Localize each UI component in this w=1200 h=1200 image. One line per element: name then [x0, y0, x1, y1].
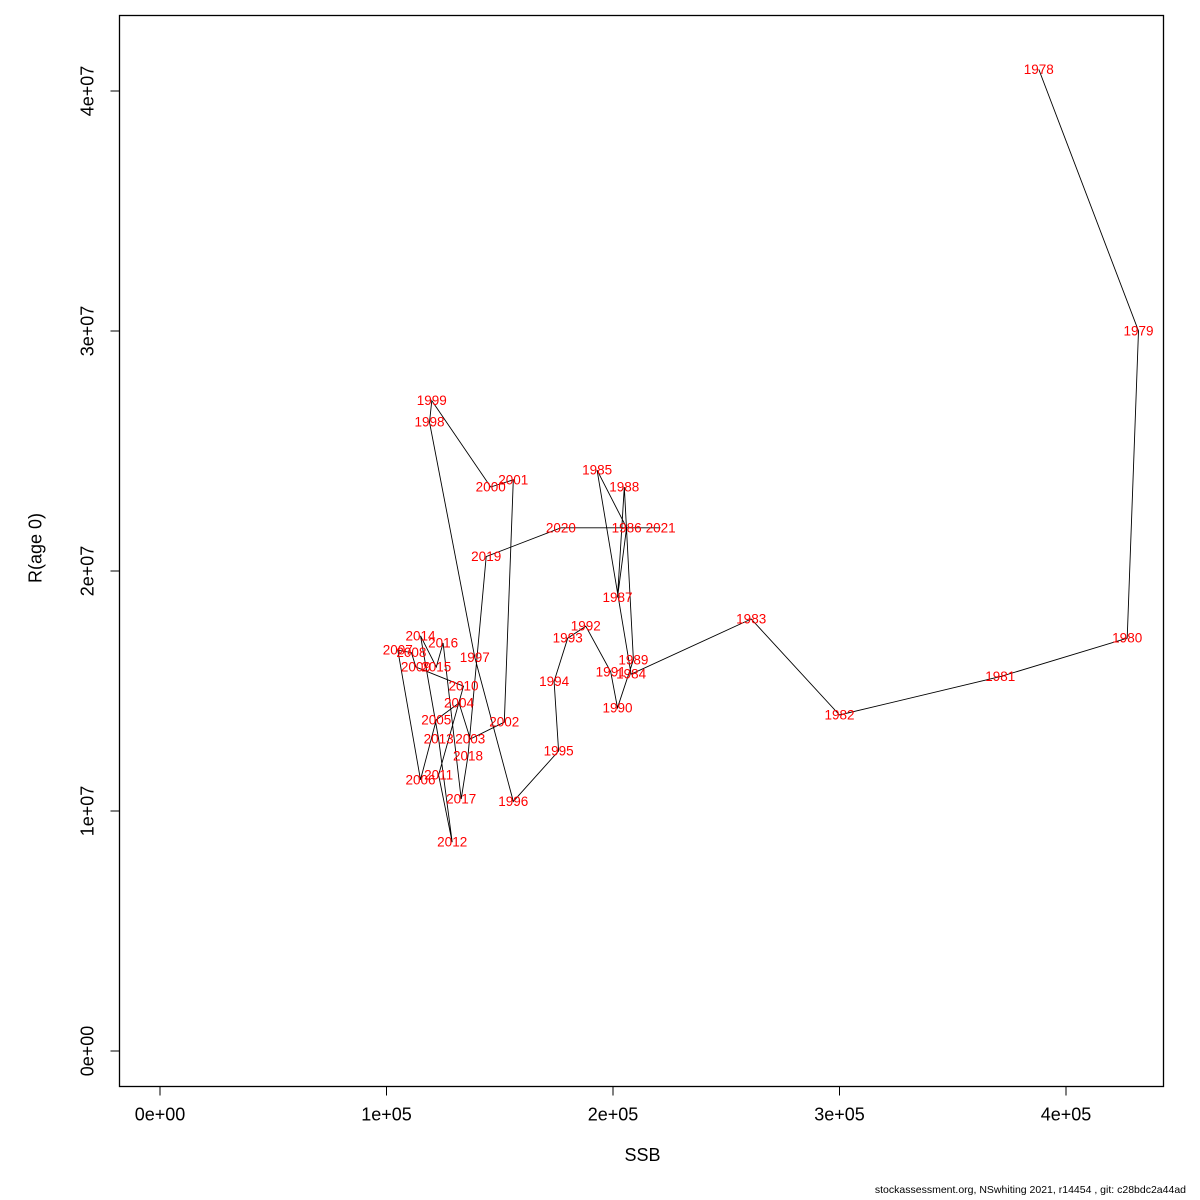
x-tick-label: 0e+00 [135, 1105, 186, 1125]
year-label-1991: 1991 [596, 664, 626, 679]
year-label-1986: 1986 [612, 520, 642, 535]
year-label-2016: 2016 [428, 636, 458, 651]
year-label-1981: 1981 [985, 669, 1015, 684]
x-tick-label: 4e+05 [1041, 1105, 1092, 1125]
year-label-1982: 1982 [824, 708, 854, 723]
year-label-2005: 2005 [421, 712, 451, 727]
year-label-1998: 1998 [414, 415, 444, 430]
year-label-1997: 1997 [460, 650, 490, 665]
year-label-2008: 2008 [396, 645, 426, 660]
y-tick-label: 3e+07 [78, 306, 98, 357]
year-label-2000: 2000 [476, 480, 506, 495]
year-label-1988: 1988 [609, 480, 639, 495]
year-label-2009: 2009 [401, 660, 431, 675]
year-label-2017: 2017 [446, 792, 476, 807]
year-label-1984: 1984 [616, 667, 647, 682]
year-label-2010: 2010 [448, 679, 478, 694]
year-label-2014: 2014 [405, 628, 436, 643]
year-label-2019: 2019 [471, 549, 501, 564]
year-label-2011: 2011 [424, 768, 453, 783]
year-label-2018: 2018 [453, 748, 483, 763]
year-label-2002: 2002 [489, 715, 519, 730]
year-label-2021: 2021 [646, 520, 676, 535]
year-label-1987: 1987 [602, 590, 632, 605]
y-tick-label: 4e+07 [78, 66, 98, 117]
year-label-1989: 1989 [618, 652, 648, 667]
year-label-2001: 2001 [498, 472, 528, 487]
year-label-1995: 1995 [544, 744, 574, 759]
footer-credit: stockassessment.org, NSwhiting 2021, r14… [874, 1184, 1186, 1196]
y-axis-title: R(age 0) [25, 512, 46, 584]
year-label-2015: 2015 [421, 660, 451, 675]
year-label-2004: 2004 [444, 696, 475, 711]
x-tick-label: 1e+05 [361, 1105, 412, 1125]
year-label-2007: 2007 [383, 643, 413, 658]
year-label-1999: 1999 [417, 393, 447, 408]
year-label-2003: 2003 [455, 732, 485, 747]
year-label-1985: 1985 [582, 463, 612, 478]
plot-border [118, 14, 1165, 1088]
y-tick-label: 1e+07 [78, 786, 98, 837]
year-label-1980: 1980 [1112, 631, 1142, 646]
year-label-2012: 2012 [437, 835, 467, 850]
year-label-1993: 1993 [553, 631, 583, 646]
year-label-1990: 1990 [602, 700, 632, 715]
year-label-1996: 1996 [498, 794, 528, 809]
recruitment-path [397, 69, 1139, 843]
year-label-1992: 1992 [571, 619, 601, 634]
x-tick-label: 2e+05 [588, 1105, 639, 1125]
y-tick-label: 2e+07 [78, 546, 98, 597]
year-label-1978: 1978 [1024, 62, 1054, 77]
year-label-1983: 1983 [736, 612, 766, 627]
year-label-2013: 2013 [424, 732, 454, 747]
year-label-2020: 2020 [546, 520, 576, 535]
year-label-1994: 1994 [539, 674, 570, 689]
year-label-2006: 2006 [405, 772, 435, 787]
y-tick-label: 0e+00 [78, 1026, 98, 1077]
year-label-1979: 1979 [1123, 324, 1153, 339]
x-axis-title: SSB [624, 1145, 661, 1165]
x-tick-label: 3e+05 [814, 1105, 865, 1125]
